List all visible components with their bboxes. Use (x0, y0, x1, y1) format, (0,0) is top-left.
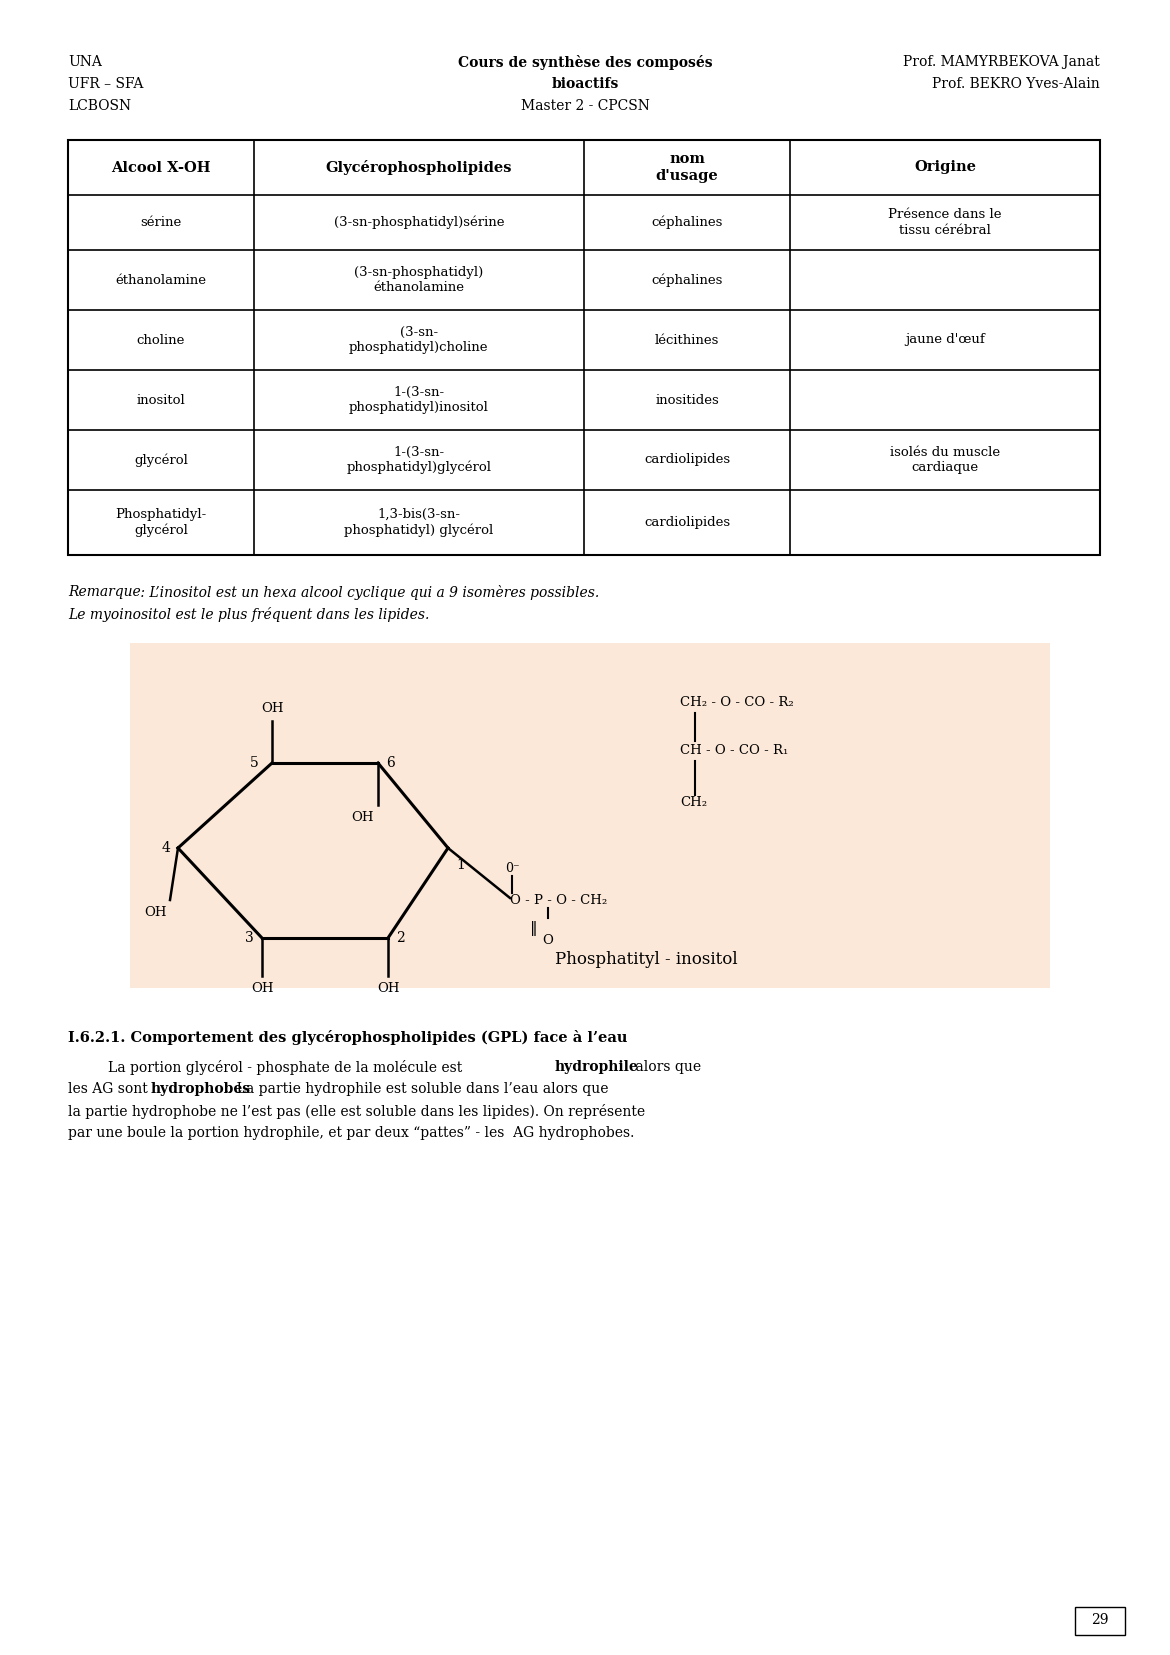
Text: Glycérophospholipides: Glycérophospholipides (325, 161, 512, 175)
Text: Prof. MAMYRBEKOVA Janat: Prof. MAMYRBEKOVA Janat (903, 55, 1100, 70)
Text: nom
d'usage: nom d'usage (656, 152, 718, 182)
Text: Phosphatidyl-
glycérol: Phosphatidyl- glycérol (116, 508, 206, 536)
Text: UNA: UNA (68, 55, 102, 70)
Text: OH: OH (261, 702, 283, 715)
Text: 0⁻: 0⁻ (504, 862, 519, 874)
Text: Remarque: Remarque (68, 584, 140, 599)
Text: inositol: inositol (137, 394, 185, 407)
Text: cardiolipides: cardiolipides (645, 516, 730, 530)
Text: OH: OH (250, 981, 274, 995)
Text: CH₂: CH₂ (680, 796, 707, 809)
Text: 6: 6 (386, 756, 394, 770)
Text: alors que: alors que (631, 1059, 701, 1074)
Text: : L’inositol est un hexa alcool cyclique qui a 9 isomères possibles.: : L’inositol est un hexa alcool cyclique… (136, 584, 599, 601)
Text: céphalines: céphalines (652, 273, 723, 286)
Text: La portion glycérol - phosphate de la molécule est: La portion glycérol - phosphate de la mo… (108, 1059, 467, 1076)
Text: jaune d'œuf: jaune d'œuf (906, 334, 985, 346)
Text: les AG sont: les AG sont (68, 1082, 152, 1096)
Text: choline: choline (137, 334, 185, 346)
Text: Le myoinositol est le plus fréquent dans les lipides.: Le myoinositol est le plus fréquent dans… (68, 607, 429, 622)
Text: Master 2 - CPCSN: Master 2 - CPCSN (521, 99, 649, 113)
Text: . La partie hydrophile est soluble dans l’eau alors que: . La partie hydrophile est soluble dans … (228, 1082, 608, 1096)
Text: OH: OH (377, 981, 399, 995)
Text: inositides: inositides (655, 394, 720, 407)
Text: 1-(3-sn-
phosphatidyl)inositol: 1-(3-sn- phosphatidyl)inositol (349, 386, 489, 414)
Text: CH₂ - O - CO - R₂: CH₂ - O - CO - R₂ (680, 697, 793, 710)
Text: éthanolamine: éthanolamine (116, 273, 206, 286)
Text: Origine: Origine (914, 161, 976, 174)
Text: hydrophobes: hydrophobes (151, 1082, 252, 1096)
Bar (1075, 1607, 1126, 1635)
Text: OH: OH (351, 811, 374, 824)
Text: bioactifs: bioactifs (551, 78, 619, 91)
Text: 3: 3 (246, 932, 254, 945)
Text: 1,3-bis(3-sn-
phosphatidyl) glycérol: 1,3-bis(3-sn- phosphatidyl) glycérol (344, 508, 494, 536)
Text: hydrophile: hydrophile (555, 1059, 639, 1074)
Text: Présence dans le
tissu cérébral: Présence dans le tissu cérébral (888, 209, 1002, 237)
Text: sérine: sérine (140, 217, 181, 228)
Text: O - P - O - CH₂: O - P - O - CH₂ (510, 894, 607, 907)
Text: I.6.2.1. Comportement des glycérophospholipides (GPL) face à l’eau: I.6.2.1. Comportement des glycérophospho… (68, 1029, 627, 1044)
Text: 1-(3-sn-
phosphatidyl)glycérol: 1-(3-sn- phosphatidyl)glycérol (346, 445, 491, 475)
Text: ‖: ‖ (530, 920, 538, 937)
Text: Prof. BEKRO Yves-Alain: Prof. BEKRO Yves-Alain (932, 78, 1100, 91)
Text: la partie hydrophobe ne l’est pas (elle est soluble dans les lipides). On représ: la partie hydrophobe ne l’est pas (elle … (68, 1104, 645, 1119)
Bar (68, 141, 1100, 554)
Text: isolés du muscle
cardiaque: isolés du muscle cardiaque (890, 445, 1000, 473)
Text: 2: 2 (395, 932, 405, 945)
Text: cardiolipides: cardiolipides (645, 453, 730, 467)
Text: O: O (543, 933, 553, 947)
Text: 4: 4 (161, 841, 170, 856)
Text: par une boule la portion hydrophile, et par deux “pattes” - les  AG hydrophobes.: par une boule la portion hydrophile, et … (68, 1125, 634, 1140)
Text: glycérol: glycérol (133, 453, 188, 467)
Text: (3-sn-phosphatidyl)
éthanolamine: (3-sn-phosphatidyl) éthanolamine (355, 266, 483, 295)
Text: (3-sn-
phosphatidyl)choline: (3-sn- phosphatidyl)choline (349, 326, 489, 354)
Text: lécithines: lécithines (655, 334, 720, 346)
Text: 5: 5 (250, 756, 259, 770)
Text: 29: 29 (1092, 1614, 1109, 1627)
Text: Phosphatityl - inositol: Phosphatityl - inositol (555, 952, 737, 968)
Text: CH - O - CO - R₁: CH - O - CO - R₁ (680, 745, 789, 758)
Bar (130, 644, 1049, 988)
Text: LCBOSN: LCBOSN (68, 99, 131, 113)
Text: Cours de synthèse des composés: Cours de synthèse des composés (457, 55, 713, 70)
Text: OH: OH (145, 905, 167, 919)
Text: (3-sn-phosphatidyl)sérine: (3-sn-phosphatidyl)sérine (333, 215, 504, 230)
Text: UFR – SFA: UFR – SFA (68, 78, 144, 91)
Text: 1: 1 (456, 857, 464, 872)
Text: céphalines: céphalines (652, 215, 723, 230)
Text: Alcool X-OH: Alcool X-OH (111, 161, 211, 174)
